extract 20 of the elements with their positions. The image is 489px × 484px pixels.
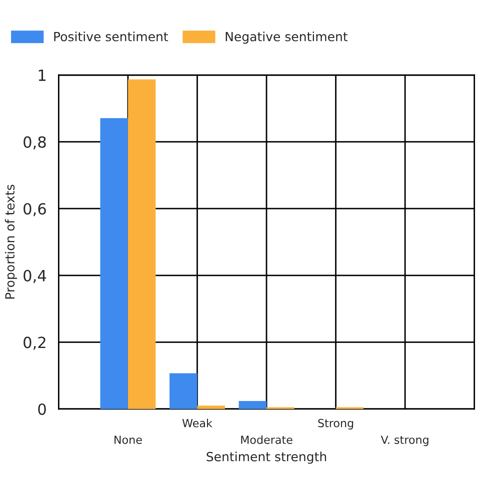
x-tick-label: V. strong — [380, 436, 428, 446]
x-tick-label: Weak — [182, 418, 212, 428]
y-axis-title: Proportion of texts — [4, 184, 18, 299]
y-tick-label: 1 — [38, 70, 46, 81]
legend-label: Positive sentiment — [54, 32, 168, 42]
x-axis-title: Sentiment strength — [206, 452, 326, 464]
x-tick-label: Strong — [318, 418, 354, 430]
y-tick-label: 0,4 — [24, 270, 46, 283]
y-tick-label: 0 — [38, 403, 46, 415]
x-tick-label: Moderate — [241, 435, 292, 444]
bar — [170, 373, 198, 409]
bar — [197, 406, 225, 409]
bar — [128, 79, 156, 409]
y-tick-label: 0,2 — [24, 336, 46, 350]
y-tick-label: 0,8 — [24, 136, 46, 150]
x-tick-label: None — [114, 436, 142, 444]
bar — [100, 118, 128, 409]
y-tick-label: 0,6 — [24, 203, 46, 216]
legend-label: Negative sentiment — [226, 32, 348, 44]
bar — [238, 400, 267, 409]
